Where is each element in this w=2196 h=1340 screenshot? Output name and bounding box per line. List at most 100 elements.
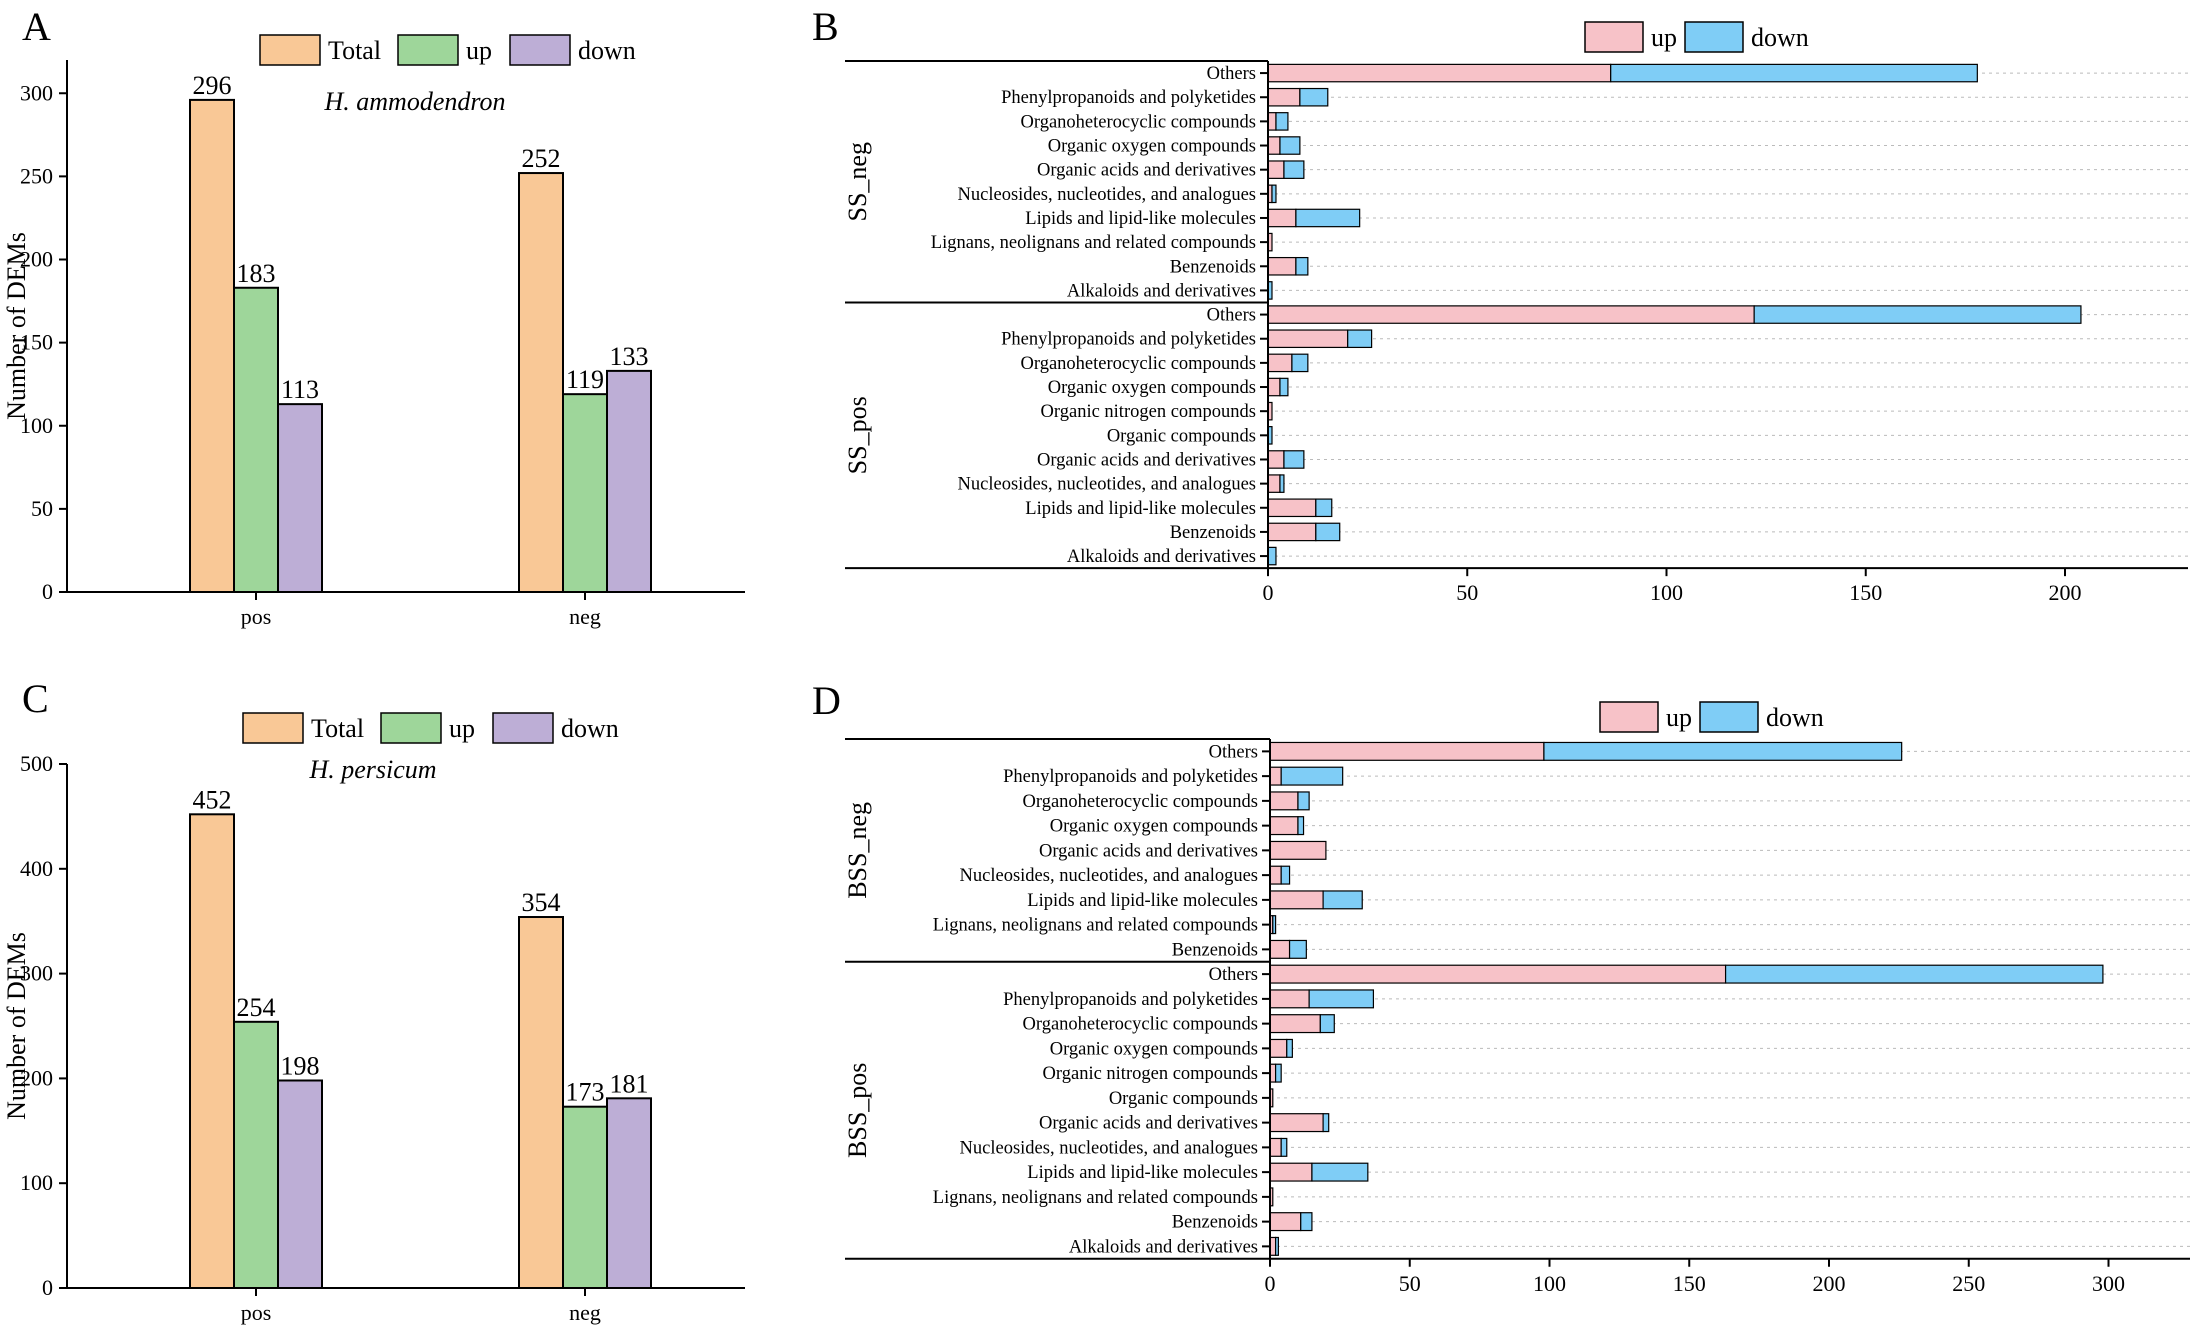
category-label: Phenylpropanoids and polyketides [1003,990,1258,1010]
bar-up-pos [233,1020,279,1289]
bar-down-BSS_pos [1311,1162,1369,1182]
category-label: Others [1209,742,1258,762]
bar-down-SS_neg [1295,256,1309,276]
bar-down-neg [606,1097,652,1290]
y-axis-label: Number of DEMs [2,932,31,1120]
data-label: 254 [237,993,276,1022]
bar-down-SS_pos [1347,329,1373,349]
bar-up-BSS_pos [1269,1038,1288,1058]
legend-swatch-down [1699,701,1759,733]
data-label: 133 [610,342,649,371]
bar-down-BSS_neg [1280,766,1344,786]
category-label: Organic acids and derivatives [1037,450,1256,470]
bar-up-BSS_pos [1269,1162,1313,1182]
x-tick-label: neg [569,1300,601,1325]
category-label: Lipids and lipid-like molecules [1027,891,1258,911]
bar-up-BSS_pos [1269,1113,1324,1133]
bar-up-SS_pos [1267,474,1281,493]
bar-up-BSS_neg [1269,791,1299,811]
bar-total-neg [518,916,564,1289]
bar-up-BSS_pos [1269,1014,1321,1034]
bar-up-BSS_pos [1269,1137,1282,1157]
bar-down-SS_pos [1279,377,1289,397]
bar-up-BSS_neg [1269,766,1282,786]
category-label: Lipids and lipid-like molecules [1027,1163,1258,1183]
category-label: Nucleosides, nucleotides, and analogues [960,866,1258,886]
y-tick-label: 0 [42,1275,53,1300]
bar-up-neg [562,1105,608,1290]
x-tick-label: neg [569,604,601,629]
data-label: 296 [193,71,232,100]
x-tick-label: 300 [2092,1271,2125,1296]
bar-up-SS_pos [1267,498,1317,518]
category-label: Others [1207,64,1256,84]
legend-label-up: up [1666,703,1692,732]
data-label: 252 [522,144,561,173]
category-label: Organic nitrogen compounds [1041,402,1256,422]
bar-down-BSS_pos [1286,1038,1293,1058]
bar-down-SS_neg [1299,87,1329,107]
category-label: Lignans, neolignans and related compound… [933,916,1258,936]
x-tick-label: 100 [1650,580,1683,605]
x-tick-label: 200 [2049,580,2082,605]
bar-up-SS_pos [1267,329,1349,349]
bar-down-BSS_neg [1543,741,1903,761]
bar-total-neg [518,172,564,594]
bar-up-SS_neg [1267,160,1285,179]
y-tick-label: 150 [20,330,53,355]
bar-down-BSS_neg [1272,915,1277,935]
category-label: Nucleosides, nucleotides, and analogues [960,1138,1258,1158]
category-label: Organic oxygen compounds [1048,378,1256,398]
group-label: BSS_pos [843,1063,872,1158]
legend-swatch-up [1584,21,1644,53]
category-label: Phenylpropanoids and polyketides [1001,330,1256,350]
panel-label: D [812,678,841,723]
category-label: Benzenoids [1172,1213,1258,1233]
legend-swatch-total [242,712,304,744]
bar-down-BSS_neg [1322,890,1363,910]
data-label: 452 [193,785,232,814]
panel-label: C [22,676,49,721]
bar-down-BSS_pos [1322,1113,1330,1133]
panel-label: B [812,4,839,49]
category-label: Organic acids and derivatives [1039,1114,1258,1134]
legend-label-down: down [561,714,619,743]
bar-up-SS_neg [1267,87,1301,107]
bar-up-SS_pos [1267,305,1755,324]
category-label: Others [1207,306,1256,326]
bar-down-BSS_pos [1319,1014,1335,1034]
bar-down-BSS_neg [1280,865,1291,885]
category-label: Organic oxygen compounds [1050,1039,1258,1059]
x-tick-label: 100 [1533,1271,1566,1296]
data-label: 198 [281,1051,320,1080]
bar-down-pos [277,1079,323,1289]
bar-down-neg [606,369,652,594]
bar-down-SS_neg [1275,112,1289,131]
bar-up-BSS_neg [1269,939,1291,959]
chart-subtitle: H. persicum [308,755,436,784]
bar-up-BSS_neg [1269,840,1327,860]
bar-down-SS_neg [1271,184,1277,204]
bar-total-pos [189,813,235,1290]
x-tick-label: 200 [1813,1271,1846,1296]
bar-down-SS_neg [1610,63,1978,83]
y-tick-label: 250 [20,163,53,188]
bar-up-BSS_pos [1269,989,1310,1009]
bar-down-SS_pos [1315,522,1341,542]
category-label: Alkaloids and derivatives [1069,1237,1258,1257]
category-label: Lipids and lipid-like molecules [1025,499,1256,519]
category-label: Organoheterocyclic compounds [1021,112,1256,132]
bar-up-SS_neg [1267,256,1297,276]
legend-swatch-up [380,712,442,744]
y-tick-label: 400 [20,856,53,881]
bar-up-SS_neg [1267,136,1281,155]
bar-down-SS_neg [1283,160,1305,179]
legend-label-down: down [1751,23,1809,52]
bar-up-SS_pos [1267,450,1285,469]
category-label: Organic compounds [1109,1089,1258,1109]
category-label: Alkaloids and derivatives [1067,281,1256,301]
bar-up-BSS_neg [1269,890,1324,910]
bar-up-BSS_neg [1269,816,1299,836]
x-tick-label: 50 [1399,1271,1421,1296]
